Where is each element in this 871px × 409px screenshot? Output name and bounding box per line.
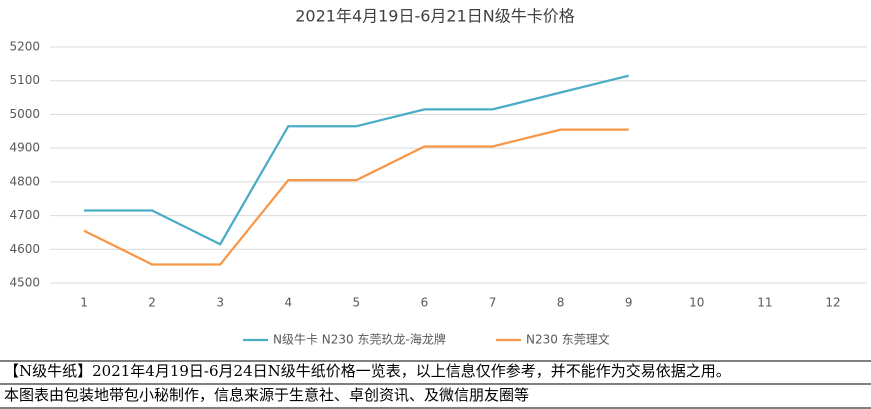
x-tick-label: 11 bbox=[757, 296, 772, 310]
x-tick-label: 6 bbox=[421, 296, 429, 310]
y-tick-label: 5100 bbox=[9, 73, 40, 87]
y-tick-label: 4800 bbox=[9, 174, 40, 188]
x-tick-label: 7 bbox=[489, 296, 497, 310]
x-tick-label: 12 bbox=[825, 296, 840, 310]
y-tick-label: 4700 bbox=[9, 208, 40, 222]
x-tick-label: 8 bbox=[557, 296, 565, 310]
x-tick-label: 5 bbox=[353, 296, 361, 310]
y-tick-label: 5000 bbox=[9, 107, 40, 121]
chart-title: 2021年4月19日-6月21日N级牛卡价格 bbox=[295, 7, 575, 26]
note: 本图表由包装地带包小秘制作，信息来源于生意社、卓创资讯、及微信朋友圈等 bbox=[4, 386, 529, 404]
x-tick-label: 10 bbox=[689, 296, 704, 310]
legend-label: N级牛卡 N230 东莞玖龙-海龙牌 bbox=[273, 332, 446, 347]
y-tick-label: 4900 bbox=[9, 141, 40, 155]
y-tick-label: 4500 bbox=[9, 276, 40, 290]
legend-label: N230 东莞理文 bbox=[526, 332, 610, 347]
y-tick-label: 4600 bbox=[9, 242, 40, 256]
note: 【N级牛纸】2021年4月19日-6月24日N级牛纸价格一览表，以上信息仅作参考… bbox=[4, 362, 731, 380]
x-tick-label: 4 bbox=[284, 296, 292, 310]
x-tick-label: 9 bbox=[625, 296, 633, 310]
series-line bbox=[84, 74, 629, 246]
series-line bbox=[83, 128, 629, 266]
x-tick-label: 1 bbox=[80, 296, 88, 310]
x-tick-label: 2 bbox=[148, 296, 156, 310]
y-tick-label: 5200 bbox=[9, 40, 40, 54]
x-tick-label: 3 bbox=[216, 296, 224, 310]
